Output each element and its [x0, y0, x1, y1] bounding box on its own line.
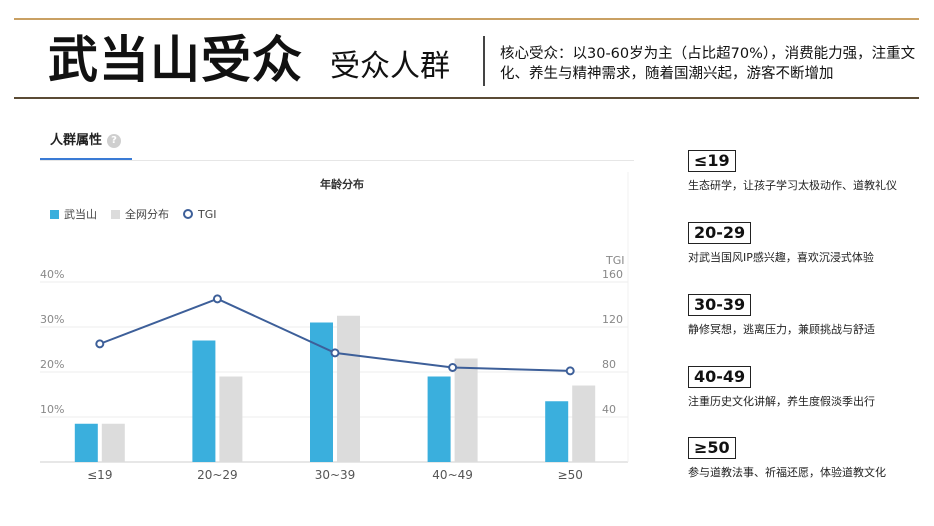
segment-description: 静修冥想，逃离压力，兼顾挑战与舒适: [688, 323, 875, 336]
bar-all: [101, 423, 125, 462]
legend-swatch-all: [111, 209, 120, 219]
x-tick-label: 30~39: [315, 468, 356, 482]
panel-divider: [40, 160, 634, 161]
tab-audience-attributes[interactable]: 人群属性?: [50, 129, 122, 148]
segment-description: 生态研学，让孩子学习太极动作、道教礼仪: [688, 179, 897, 192]
segment-label: ≥50: [688, 437, 736, 459]
y-tick-label: 20%: [40, 358, 64, 371]
segment-label: ≤19: [688, 150, 736, 172]
tgi-point: [212, 294, 222, 304]
y-tick-label: 30%: [40, 313, 64, 326]
chart-legend: 武当山 全网分布 TGI: [50, 206, 217, 222]
help-icon[interactable]: ?: [107, 134, 122, 148]
segment-description: 参与道教法事、祈福还愿，体验道教文化: [688, 466, 886, 479]
bar-all: [572, 385, 596, 462]
legend-item-tgi: TGI: [183, 208, 217, 221]
segment-label: 40-49: [688, 366, 752, 388]
y2-tick-label: 120: [602, 313, 623, 326]
legend-label-all: 全网分布: [125, 208, 169, 221]
bar-all: [337, 315, 360, 462]
y-tick-label: 10%: [40, 403, 64, 416]
top-rule: [14, 18, 919, 20]
legend-item-all: 全网分布: [111, 206, 169, 222]
legend-item-wudang: 武当山: [50, 206, 97, 222]
bar-all: [454, 358, 478, 462]
title-divider: [483, 36, 485, 86]
header-rule: [14, 97, 919, 99]
bar-wudang: [192, 340, 216, 462]
chart-title: 年龄分布: [320, 178, 364, 191]
bar-wudang: [310, 322, 333, 462]
tgi-point: [95, 339, 105, 349]
y2-tick-label: 80: [602, 358, 616, 371]
bar-all: [219, 376, 243, 462]
segment-description: 对武当国风IP感兴趣，喜欢沉浸式体验: [688, 251, 874, 264]
headline-text: 核心受众：以30-60岁为主（占比超70%），消费能力强，注重文化、养生与精神需…: [500, 46, 916, 82]
tgi-point: [330, 348, 340, 358]
page-title: 武当山受众: [48, 31, 303, 89]
y2-axis-label: TGI: [605, 254, 625, 267]
tab-active-indicator: [40, 158, 132, 160]
y2-tick-label: 160: [602, 268, 623, 281]
bar-wudang: [545, 401, 569, 462]
tgi-point: [565, 366, 575, 376]
x-tick-label: 40~49: [432, 468, 473, 482]
x-tick-label: ≤19: [87, 468, 112, 482]
tgi-point: [448, 363, 458, 372]
legend-label-wudang: 武当山: [64, 208, 97, 221]
segment-description: 注重历史文化讲解，养生度假淡季出行: [688, 395, 875, 408]
legend-marker-tgi: [183, 209, 193, 219]
x-tick-label: 20~29: [197, 468, 238, 482]
tgi-line: [99, 297, 571, 372]
bar-wudang: [427, 376, 451, 462]
segment-label: 20-29: [688, 222, 752, 244]
legend-label-tgi: TGI: [198, 207, 217, 221]
tab-label: 人群属性: [50, 133, 103, 148]
x-tick-label: ≥50: [558, 468, 583, 482]
legend-swatch-wudang: [50, 209, 59, 219]
y-tick-label: 40%: [40, 268, 64, 281]
bar-wudang: [74, 423, 98, 462]
segment-label: 30-39: [688, 294, 752, 316]
y2-tick-label: 40: [602, 403, 616, 416]
page-subtitle: 受众人群: [330, 49, 450, 84]
